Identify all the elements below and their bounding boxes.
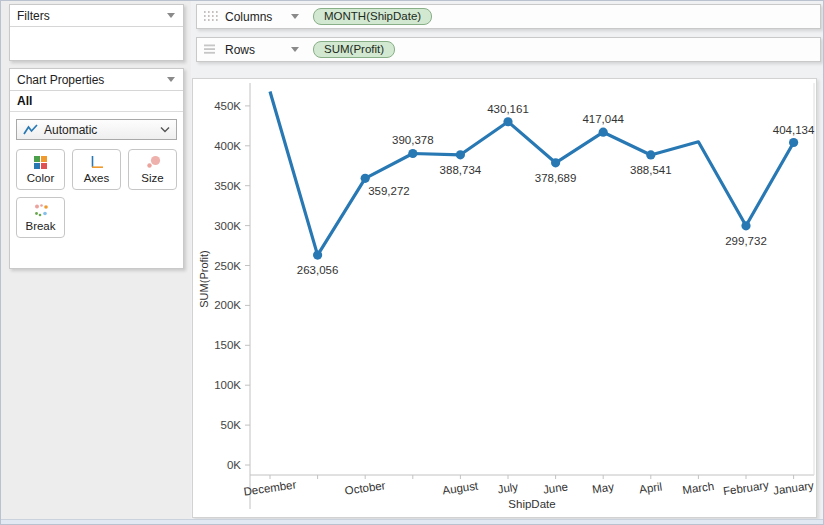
size-button[interactable]: Size bbox=[128, 149, 177, 190]
mark-type-selected: Automatic bbox=[44, 123, 160, 137]
chart-properties-header: Chart Properties bbox=[10, 69, 183, 91]
data-point-marker[interactable] bbox=[551, 158, 560, 167]
data-point-marker[interactable] bbox=[361, 174, 370, 183]
x-tick-label: March bbox=[682, 480, 715, 496]
color-button-label: Color bbox=[27, 172, 54, 184]
chevron-down-icon bbox=[160, 126, 170, 133]
rows-shelf-label: Rows bbox=[225, 43, 285, 57]
axes-button[interactable]: Axes bbox=[72, 149, 121, 190]
y-tick-label: 250K bbox=[214, 260, 241, 272]
scope-row: All bbox=[10, 91, 183, 112]
collapse-caret-icon[interactable] bbox=[167, 77, 175, 82]
y-tick-label: 300K bbox=[214, 220, 241, 232]
columns-shelf[interactable]: Columns MONTH(ShipDate) bbox=[196, 4, 821, 29]
y-tick-label: 100K bbox=[214, 379, 241, 391]
y-tick-label: 200K bbox=[214, 299, 241, 311]
y-tick-label: 350K bbox=[214, 180, 241, 192]
data-point-label: 388,541 bbox=[630, 164, 672, 176]
filters-panel-header: Filters bbox=[10, 5, 183, 27]
data-point-marker[interactable] bbox=[599, 128, 608, 137]
filters-panel-title: Filters bbox=[17, 9, 167, 23]
data-point-label: 359,272 bbox=[368, 185, 410, 197]
x-tick-label: June bbox=[542, 480, 568, 495]
scope-label: All bbox=[17, 94, 32, 108]
data-point-label: 263,056 bbox=[297, 264, 339, 276]
y-tick-label: 400K bbox=[214, 140, 241, 152]
color-squares-icon bbox=[33, 155, 48, 170]
mark-type-dropdown[interactable]: Automatic bbox=[16, 119, 177, 140]
data-point-marker[interactable] bbox=[408, 149, 417, 158]
data-point-marker[interactable] bbox=[503, 117, 512, 126]
y-tick-label: 50K bbox=[221, 419, 242, 431]
data-point-label: 388,734 bbox=[440, 164, 482, 176]
rows-pill-sum-profit[interactable]: SUM(Profit) bbox=[313, 41, 395, 58]
columns-shelf-caret-icon[interactable] bbox=[291, 14, 299, 19]
break-dots-icon bbox=[33, 203, 49, 218]
data-point-marker[interactable] bbox=[789, 138, 798, 147]
columns-shelf-label: Columns bbox=[225, 10, 285, 24]
data-point-label: 299,732 bbox=[725, 235, 767, 247]
data-point-label: 390,378 bbox=[392, 134, 434, 146]
y-tick-label: 450K bbox=[214, 100, 241, 112]
data-point-label: 378,689 bbox=[535, 172, 577, 184]
app-window: Filters Chart Properties All Automatic bbox=[0, 0, 824, 525]
break-button[interactable]: Break bbox=[16, 197, 65, 238]
x-tick-label: January bbox=[772, 479, 814, 497]
x-tick-label: May bbox=[591, 481, 614, 496]
chart-canvas[interactable]: 0K 50K 100K 150K 200K 250K 300K 350K 400K 450K SUM… bbox=[192, 78, 817, 518]
color-button[interactable]: Color bbox=[16, 149, 65, 190]
properties-buttons: Color Axes Size bbox=[10, 140, 183, 238]
break-button-label: Break bbox=[25, 220, 55, 232]
sidebar: Filters Chart Properties All Automatic bbox=[1, 1, 191, 524]
line-chart-icon bbox=[23, 123, 38, 136]
x-tick-label: October bbox=[344, 479, 386, 497]
x-axis-title: ShipDate bbox=[508, 498, 555, 510]
data-point-marker[interactable] bbox=[741, 221, 750, 230]
columns-shelf-icon bbox=[203, 10, 218, 24]
data-point-marker[interactable] bbox=[646, 150, 655, 159]
rows-shelf[interactable]: Rows SUM(Profit) bbox=[196, 37, 821, 62]
profit-line-chart[interactable]: 0K 50K 100K 150K 200K 250K 300K 350K 400K 450K SUM… bbox=[193, 79, 816, 517]
filters-panel: Filters bbox=[9, 4, 184, 61]
rows-shelf-caret-icon[interactable] bbox=[291, 47, 299, 52]
data-point-label: 404,134 bbox=[773, 124, 815, 136]
x-tick-label: April bbox=[638, 480, 662, 495]
x-tick-label: December bbox=[243, 478, 297, 497]
trend-line[interactable] bbox=[270, 92, 794, 256]
size-circles-icon bbox=[145, 155, 161, 170]
collapse-caret-icon[interactable] bbox=[167, 13, 175, 18]
y-tick-label: 150K bbox=[214, 339, 241, 351]
data-point-label: 417,044 bbox=[582, 113, 624, 125]
axes-icon bbox=[89, 155, 105, 170]
data-point-marker[interactable] bbox=[313, 250, 322, 259]
x-tick-label: February bbox=[722, 479, 769, 497]
columns-pill-month-shipdate[interactable]: MONTH(ShipDate) bbox=[313, 8, 432, 25]
y-tick-label: 0K bbox=[227, 459, 241, 471]
chart-properties-panel: Chart Properties All Automatic bbox=[9, 68, 184, 269]
data-point-label: 430,161 bbox=[487, 103, 529, 115]
size-button-label: Size bbox=[141, 172, 163, 184]
rows-shelf-icon bbox=[203, 43, 218, 57]
data-point-marker[interactable] bbox=[456, 150, 465, 159]
x-tick-label: July bbox=[497, 481, 519, 496]
y-axis-title: SUM(Profit) bbox=[198, 250, 210, 307]
chart-properties-title: Chart Properties bbox=[17, 73, 167, 87]
x-tick-label: August bbox=[442, 479, 480, 496]
axes-button-label: Axes bbox=[84, 172, 110, 184]
